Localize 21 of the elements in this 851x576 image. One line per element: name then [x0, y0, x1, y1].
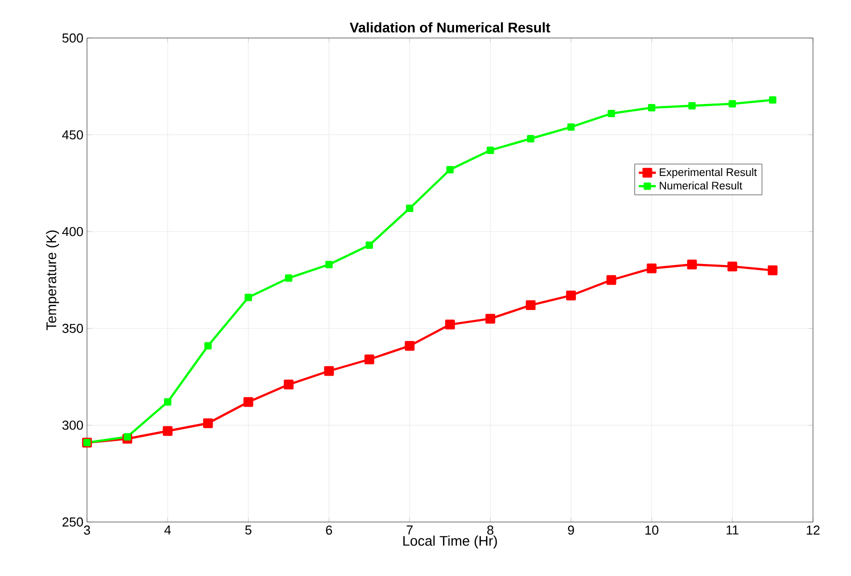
x-tick-label: 3: [84, 526, 90, 535]
x-tick-label: 11: [726, 526, 738, 534]
legend-label: Numerical Result: [660, 181, 742, 190]
x-tick-label: 5: [245, 526, 252, 535]
x-tick-label: 8: [487, 526, 494, 535]
x-tick-label: 9: [568, 526, 574, 535]
y-tick-label: 450: [62, 130, 83, 140]
x-tick-label: 7: [406, 526, 413, 534]
y-tick-label: 400: [62, 227, 83, 236]
x-tick-label: 10: [645, 526, 658, 535]
legend-label: Experimental Result: [660, 168, 757, 178]
x-tick-label: 6: [326, 526, 332, 535]
y-tick-label: 500: [62, 33, 83, 43]
y-tick-label: 350: [62, 324, 83, 333]
y-tick-label: 300: [62, 420, 83, 430]
y-tick-label: 250: [62, 517, 83, 527]
x-tick-label: 4: [164, 526, 171, 534]
y-axis-title: Temperature (K): [46, 230, 60, 330]
chart-title: Validation of Numerical Result: [350, 22, 550, 32]
x-axis-title: Local Time (Hr): [403, 536, 497, 549]
x-tick-label: 12: [806, 526, 820, 535]
